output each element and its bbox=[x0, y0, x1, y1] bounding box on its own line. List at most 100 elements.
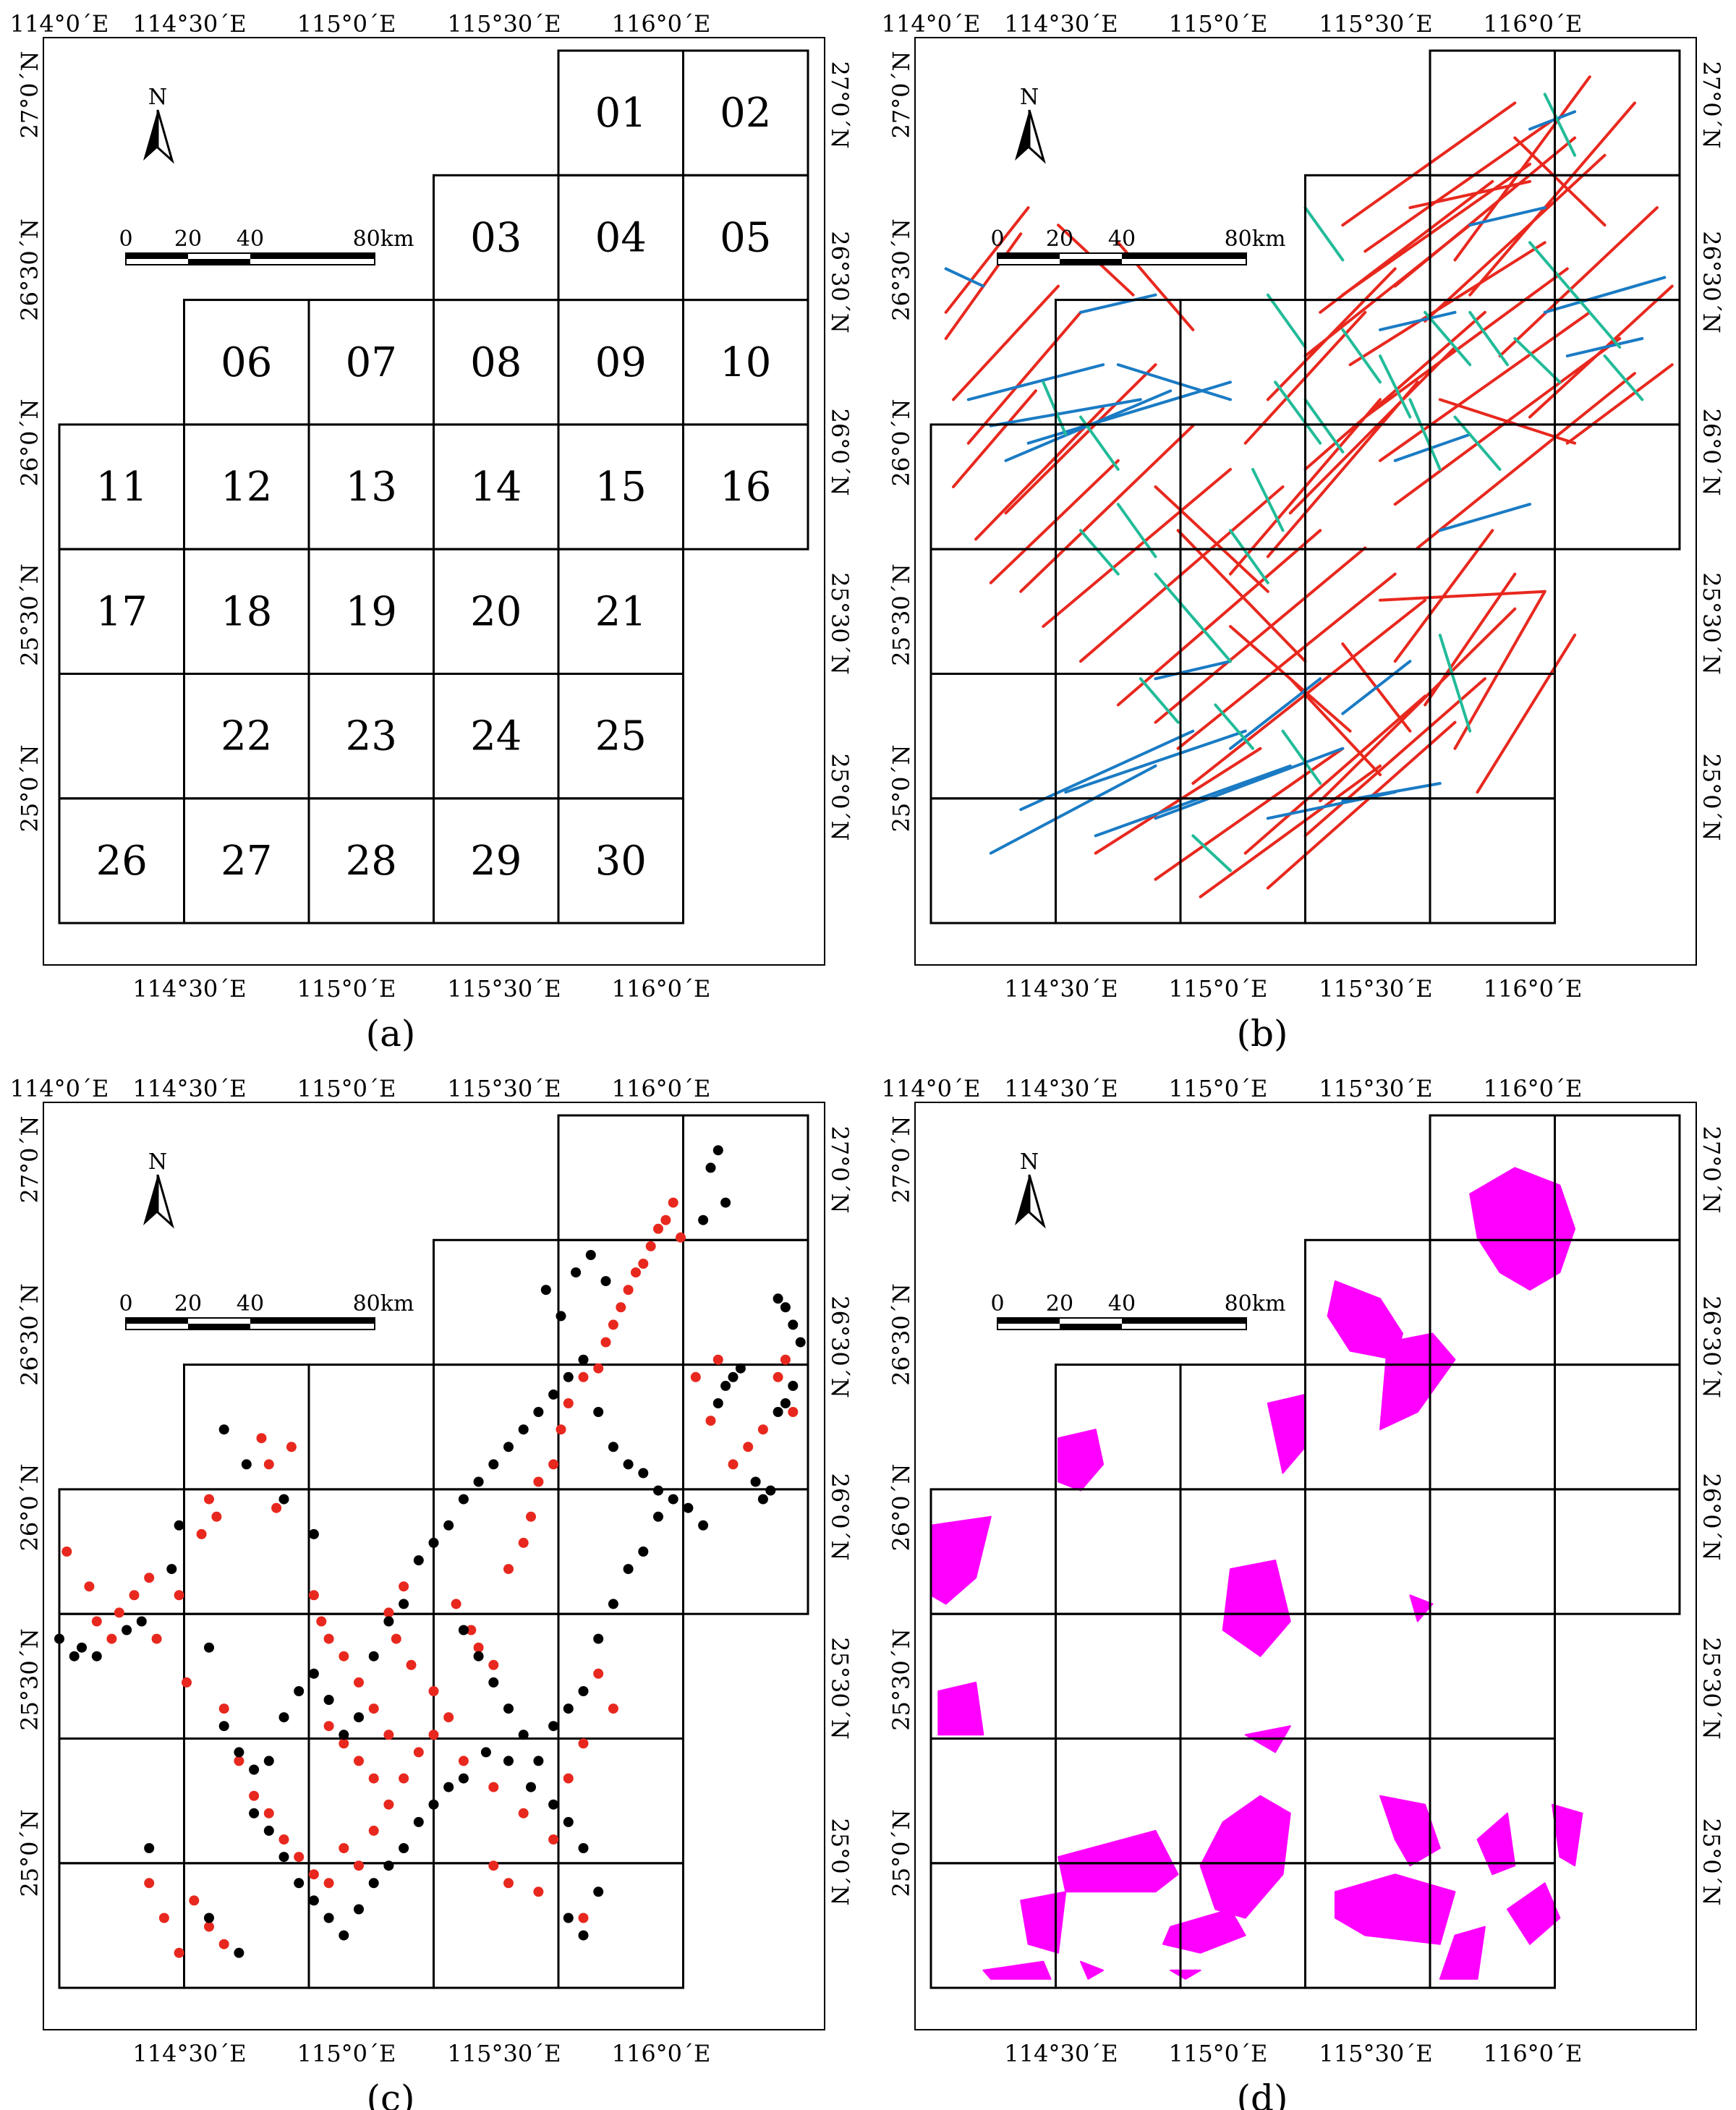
deposit-point bbox=[218, 1939, 229, 1949]
minor-fault-line bbox=[1438, 503, 1531, 532]
deposit-point bbox=[61, 1547, 72, 1557]
deposit-point bbox=[271, 1502, 282, 1513]
map-frame bbox=[43, 1102, 825, 2030]
intrusion-polygon bbox=[1409, 1594, 1434, 1622]
bottom-longitude-label: 114°30´E bbox=[1004, 2040, 1118, 2067]
deposit-point bbox=[488, 1659, 499, 1670]
major-fault-line bbox=[1191, 598, 1427, 785]
deposit-point bbox=[638, 1468, 649, 1479]
deposit-point bbox=[540, 1285, 551, 1296]
right-latitude-label: 27°0´N bbox=[826, 61, 854, 148]
deposit-point bbox=[256, 1433, 267, 1444]
deposit-point bbox=[488, 1860, 499, 1871]
deposit-point bbox=[69, 1651, 80, 1662]
deposit-point bbox=[308, 1869, 319, 1880]
deposit-point bbox=[780, 1354, 791, 1365]
deposit-point bbox=[735, 1363, 746, 1374]
tile-cell bbox=[557, 1364, 684, 1491]
left-latitude-label: 25°30´N bbox=[16, 1628, 43, 1730]
intrusion-polygon bbox=[1469, 1167, 1576, 1291]
major-fault-line bbox=[1379, 590, 1546, 602]
top-longitude-label: 114°0´E bbox=[10, 1075, 109, 1102]
intrusion-polygon bbox=[937, 1681, 984, 1736]
panel-faults: 114°0´E 114°30´E 115°0´E 115°30´E 116°0´E 114… bbox=[882, 10, 1725, 1055]
major-fault-line bbox=[1079, 485, 1285, 663]
major-fault-line bbox=[1154, 546, 1367, 724]
deposit-point bbox=[428, 1730, 439, 1740]
tile-cell bbox=[307, 1488, 435, 1615]
deposit-point bbox=[136, 1616, 147, 1627]
panel-caption: (c) bbox=[366, 2077, 414, 2110]
deposit-point bbox=[518, 1808, 529, 1818]
deposit-point bbox=[683, 1502, 694, 1513]
deposit-point bbox=[788, 1319, 799, 1330]
right-latitude-label: 26°0´N bbox=[1698, 408, 1725, 495]
major-fault-line bbox=[1094, 746, 1262, 855]
other-fault-line bbox=[1513, 337, 1562, 384]
deposit-point bbox=[480, 1747, 491, 1758]
intrusion-polygon bbox=[1162, 1908, 1246, 1954]
scale-tick-label: 20 bbox=[1046, 226, 1073, 252]
north-label: N bbox=[1020, 85, 1039, 110]
right-latitude-label: 25°30´N bbox=[826, 572, 854, 674]
map-frame bbox=[914, 37, 1697, 966]
deposit-point bbox=[294, 1686, 305, 1696]
deposit-point bbox=[712, 1354, 723, 1365]
deposit-point bbox=[368, 1878, 379, 1889]
deposit-point bbox=[339, 1843, 349, 1853]
deposit-point bbox=[698, 1520, 709, 1531]
tile-cell bbox=[1304, 797, 1431, 924]
minor-fault-line bbox=[1094, 764, 1292, 838]
deposit-point bbox=[616, 1302, 626, 1313]
deposit-point bbox=[638, 1259, 649, 1269]
other-fault-line bbox=[1379, 354, 1412, 419]
major-fault-line bbox=[1042, 467, 1232, 628]
scale-tick-label: 40 bbox=[1108, 226, 1136, 252]
deposit-point bbox=[234, 1947, 244, 1958]
bottom-longitude-label: 116°0´E bbox=[1484, 975, 1583, 1003]
deposit-point bbox=[503, 1703, 514, 1714]
tile-number: 20 bbox=[470, 588, 522, 635]
deposit-point bbox=[399, 1581, 409, 1592]
other-fault-line bbox=[1191, 616, 1232, 663]
deposit-point bbox=[660, 1214, 671, 1225]
other-fault-line bbox=[1303, 398, 1345, 454]
deposit-point bbox=[308, 1895, 319, 1906]
deposit-point bbox=[151, 1633, 162, 1644]
deposit-point bbox=[563, 1913, 574, 1923]
deposit-point bbox=[712, 1398, 723, 1408]
tile-number: 09 bbox=[595, 339, 647, 386]
scale-tick-label: 80km bbox=[1225, 1291, 1286, 1316]
deposit-point bbox=[563, 1398, 574, 1408]
intrusion-polygon bbox=[1058, 1829, 1179, 1893]
scale-tick-label: 0 bbox=[990, 1291, 1004, 1316]
deposit-point bbox=[399, 1773, 409, 1784]
tile-cell bbox=[1055, 673, 1182, 800]
deposit-point bbox=[690, 1371, 701, 1382]
deposit-set-a bbox=[61, 1197, 799, 1958]
deposit-point bbox=[428, 1686, 439, 1696]
tile-number: 10 bbox=[720, 339, 771, 386]
bottom-longitude-label: 115°30´E bbox=[447, 2040, 561, 2067]
tile-cell bbox=[1429, 1364, 1556, 1491]
tile-cell bbox=[1429, 1862, 1556, 1989]
deposit-point bbox=[765, 1485, 776, 1496]
deposit-point bbox=[174, 1590, 184, 1601]
north-arrow-icon bbox=[143, 109, 174, 164]
major-fault-line bbox=[974, 407, 1105, 541]
other-fault-line bbox=[1438, 634, 1472, 733]
bottom-longitude-label: 115°0´E bbox=[1169, 975, 1268, 1003]
tile-number: 03 bbox=[470, 214, 522, 261]
deposit-point bbox=[773, 1407, 783, 1417]
deposit-point bbox=[84, 1581, 95, 1592]
tile-cell bbox=[1554, 1488, 1681, 1615]
deposit-point bbox=[600, 1337, 611, 1348]
top-longitude-label: 116°0´E bbox=[612, 1075, 711, 1102]
major-fault-line bbox=[1348, 241, 1546, 367]
deposit-point bbox=[339, 1651, 349, 1662]
deposit-point bbox=[503, 1564, 514, 1575]
other-fault-line bbox=[1408, 398, 1442, 471]
tile-cell bbox=[1429, 548, 1556, 676]
tile-number: 01 bbox=[595, 90, 647, 137]
deposit-point bbox=[114, 1607, 124, 1618]
